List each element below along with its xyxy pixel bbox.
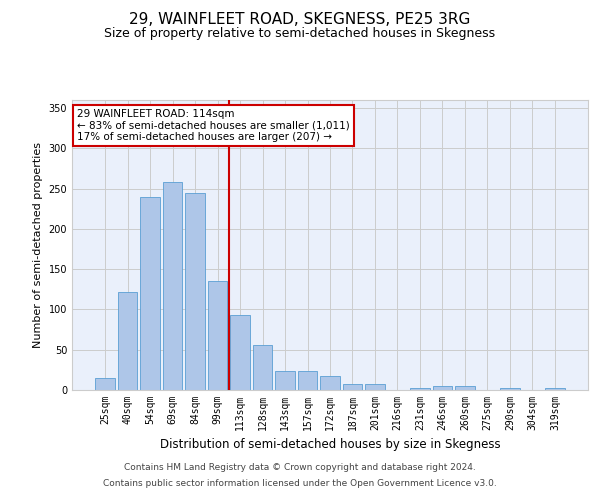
Bar bbox=[163, 182, 182, 390]
Bar bbox=[118, 292, 137, 390]
Bar bbox=[298, 370, 317, 390]
Bar bbox=[185, 192, 205, 390]
Bar bbox=[253, 345, 272, 390]
Bar bbox=[343, 384, 362, 390]
Bar bbox=[545, 388, 565, 390]
Bar bbox=[208, 281, 227, 390]
Text: Contains HM Land Registry data © Crown copyright and database right 2024.: Contains HM Land Registry data © Crown c… bbox=[124, 464, 476, 472]
Text: Contains public sector information licensed under the Open Government Licence v3: Contains public sector information licen… bbox=[103, 478, 497, 488]
Text: 29, WAINFLEET ROAD, SKEGNESS, PE25 3RG: 29, WAINFLEET ROAD, SKEGNESS, PE25 3RG bbox=[130, 12, 470, 28]
Bar bbox=[140, 196, 160, 390]
Text: 29 WAINFLEET ROAD: 114sqm
← 83% of semi-detached houses are smaller (1,011)
17% : 29 WAINFLEET ROAD: 114sqm ← 83% of semi-… bbox=[77, 108, 350, 142]
Bar bbox=[275, 370, 295, 390]
Bar bbox=[500, 388, 520, 390]
Bar bbox=[433, 386, 452, 390]
Y-axis label: Number of semi-detached properties: Number of semi-detached properties bbox=[33, 142, 43, 348]
Bar bbox=[365, 384, 385, 390]
Text: Size of property relative to semi-detached houses in Skegness: Size of property relative to semi-detach… bbox=[104, 28, 496, 40]
Bar bbox=[410, 388, 430, 390]
Bar bbox=[95, 378, 115, 390]
Bar bbox=[320, 376, 340, 390]
X-axis label: Distribution of semi-detached houses by size in Skegness: Distribution of semi-detached houses by … bbox=[160, 438, 500, 452]
Bar bbox=[230, 315, 250, 390]
Bar bbox=[455, 386, 475, 390]
